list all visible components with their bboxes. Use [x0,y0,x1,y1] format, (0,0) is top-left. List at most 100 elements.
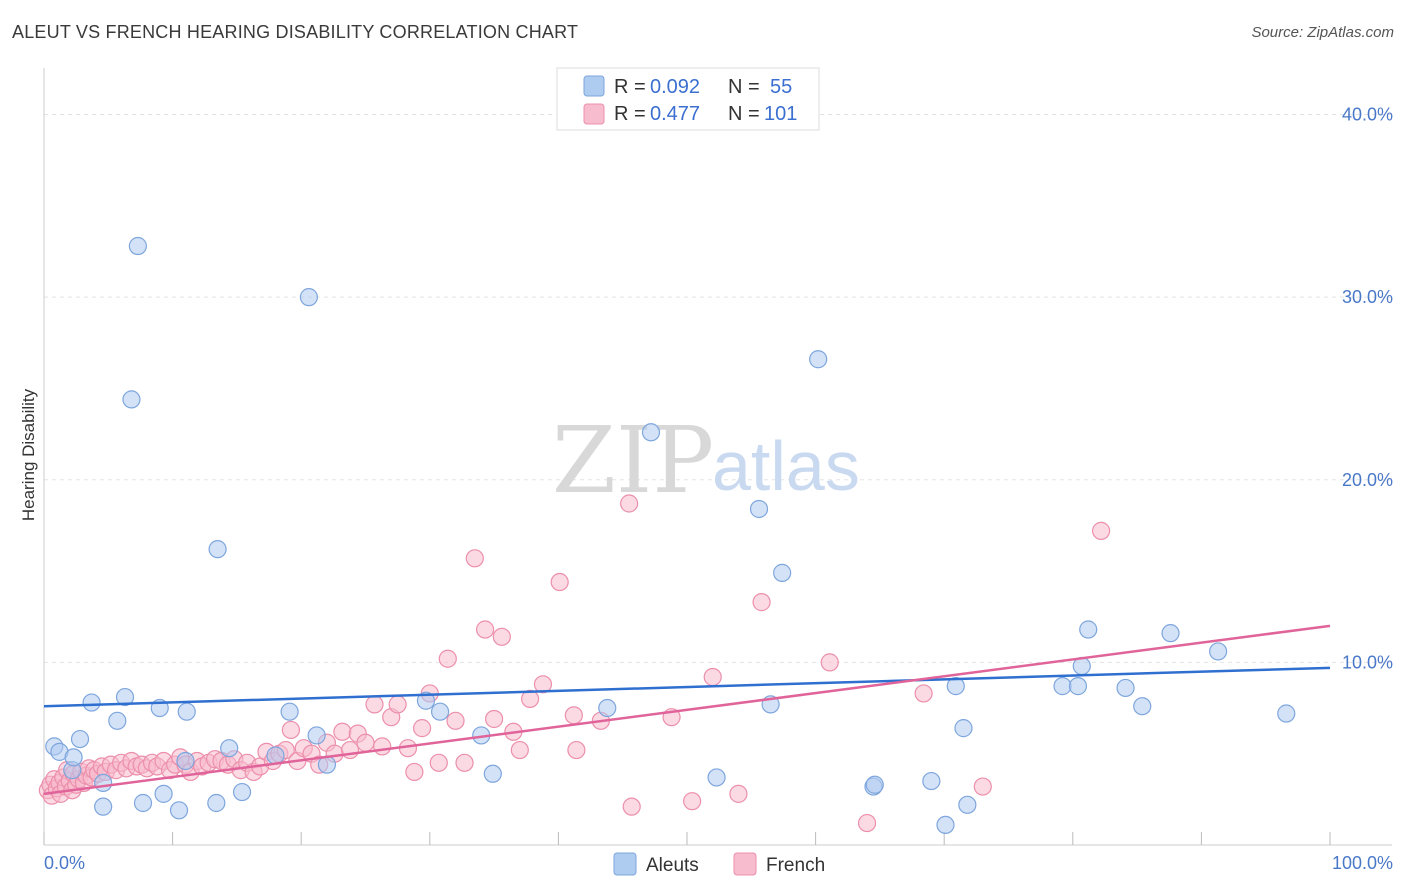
legend-swatch-aleuts [583,75,605,97]
x-tick-label: 0.0% [44,853,85,873]
french-point [340,740,360,760]
bottom-legend-swatch-french [733,852,757,876]
x-tick-label: 100.0% [1332,853,1393,873]
chart-title: ALEUT VS FRENCH HEARING DISABILITY CORRE… [12,22,579,42]
french-point [356,733,375,752]
french-point [333,722,352,741]
aleuts-point [208,540,227,559]
aleuts-point [1161,624,1180,643]
legend-aleuts-n-label: N = [728,76,760,98]
y-tick-label: 10.0% [1342,652,1393,672]
legend-french-n-value: 101 [764,103,797,125]
french-point [914,684,933,703]
french-point [820,653,839,672]
y-tick-label: 40.0% [1342,105,1393,125]
french-trend-line [43,624,1331,796]
y-tick-label: 30.0% [1342,287,1393,307]
aleuts-point [430,702,450,721]
aleuts-point [70,729,90,749]
aleuts-point [169,801,189,820]
aleuts-point [1209,642,1228,661]
trend-lines [43,624,1331,796]
bottom-legend-aleuts: Aleuts [646,855,699,876]
aleuts-point [1133,697,1152,716]
aleuts-point [598,698,617,718]
aleuts-point [154,784,173,803]
french-point [622,797,641,816]
legend-french-r-label: R = [614,103,646,125]
legend-french-r-value: 0.477 [650,103,700,125]
aleuts-point [133,793,153,813]
french-point [857,813,877,833]
series-french [38,494,1111,833]
aleuts-point [809,350,828,369]
aleuts-point [307,726,326,745]
aleuts-point [122,390,141,409]
aleuts-point [1116,678,1135,698]
french-point [564,706,583,725]
aleuts-point [94,773,113,793]
aleuts-point [280,702,299,721]
aleuts-point [958,795,977,814]
french-point [412,719,432,738]
french-point [1091,521,1111,540]
y-tick-labels: 10.0% 20.0% 30.0% 40.0% [1342,105,1393,673]
watermark-atlas: atlas [712,427,860,505]
aleuts-point [177,702,196,721]
aleuts-point [1079,620,1098,639]
aleuts-point [865,775,884,794]
legend-swatch-french [583,103,605,125]
bottom-legend-swatch-aleuts [613,852,637,876]
aleuts-point [1068,677,1088,696]
aleuts-point [1277,704,1296,723]
french-point [683,792,702,811]
legend-aleuts-n-value: 55 [770,76,792,98]
watermark: ZIP atlas [552,407,860,514]
aleuts-point [416,691,436,710]
french-point [429,753,448,772]
french-point [373,737,392,756]
french-point [567,740,586,760]
legend-french-n-label: N = [728,103,760,125]
aleuts-point [266,746,285,765]
aleuts-trend-line [43,666,1331,708]
french-point [533,675,553,694]
source-label: Source: ZipAtlas.com [1251,24,1394,41]
aleuts-point [707,768,726,787]
aleuts-point [232,782,252,802]
aleuts-point [128,236,147,256]
aleuts-point [176,751,195,771]
bottom-legend-french: French [766,855,825,876]
grid-lines [44,114,1392,663]
aleuts-point [64,748,83,767]
aleuts-point [749,499,769,519]
aleuts-point [936,815,955,835]
french-point [973,777,992,796]
french-point [752,593,771,612]
aleuts-point [299,288,319,307]
french-point [475,620,495,639]
x-tick-labels: 0.0% 100.0% [44,853,1393,873]
french-point [465,549,484,568]
aleuts-point [641,423,661,442]
aleuts-point [922,771,941,791]
french-point [405,762,424,782]
french-point [388,695,407,714]
aleuts-point [773,563,792,582]
legend-aleuts-r-label: R = [614,76,646,98]
french-point [703,667,722,687]
french-point [550,572,569,592]
stats-legend: R = 0.092 N = 55 R = 0.477 N = 101 [556,67,820,131]
french-point [521,689,540,709]
legend-aleuts-r-value: 0.092 [650,76,700,98]
aleuts-point [82,693,101,712]
y-axis-label: Hearing Disability [19,388,38,521]
aleuts-point [115,687,135,707]
aleuts-point [207,793,226,813]
french-point [485,709,504,729]
french-point [365,695,384,714]
french-point [455,753,474,772]
series-legend: Aleuts French [613,852,825,876]
aleuts-point [220,739,239,758]
